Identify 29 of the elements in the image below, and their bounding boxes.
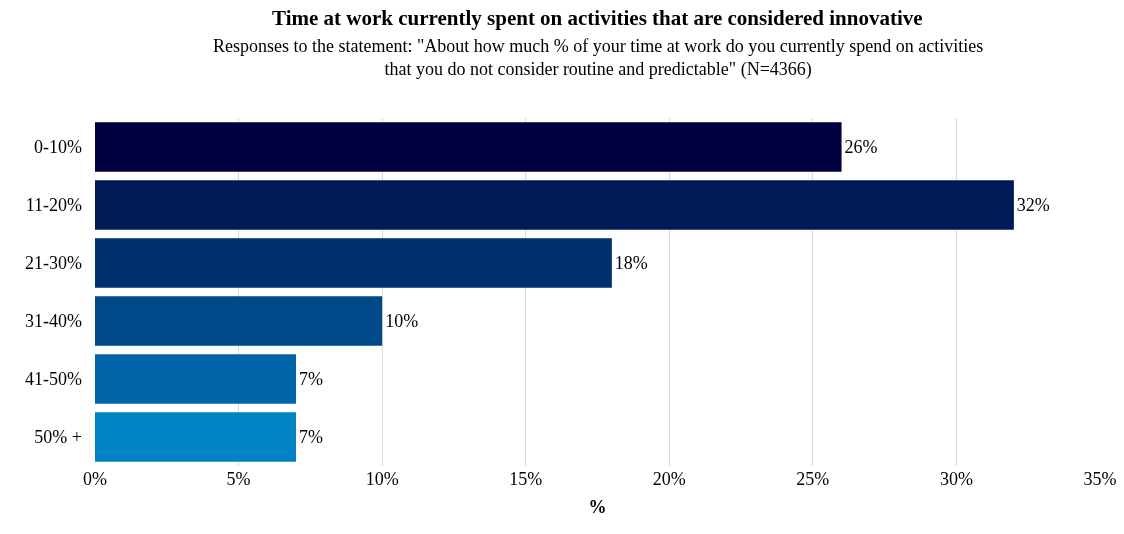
bar <box>95 238 612 288</box>
data-label: 18% <box>614 253 648 273</box>
data-label: 7% <box>299 427 323 447</box>
x-tick-label: 15% <box>509 469 543 489</box>
bar <box>95 122 842 172</box>
x-tick-label: 35% <box>1083 469 1117 489</box>
y-tick-label: 50% + <box>34 427 82 448</box>
bar <box>95 412 296 462</box>
y-tick-label: 21-30% <box>25 253 82 274</box>
x-tick-label: 10% <box>365 469 399 489</box>
y-tick-label: 11-20% <box>25 195 82 216</box>
y-tick-label: 41-50% <box>25 369 82 390</box>
data-label: 32% <box>1016 195 1050 215</box>
data-label: 7% <box>299 369 323 389</box>
bar <box>95 296 383 346</box>
x-tick-label: 20% <box>652 469 686 489</box>
chart-subtitle: Responses to the statement: "About how much % of your time at work do you currently spend on activities that you do not consider routine and predictable" (N=4366) <box>213 36 984 81</box>
x-tick-label: 30% <box>939 469 973 489</box>
bar <box>95 180 1014 230</box>
x-tick-label: 0% <box>83 469 107 489</box>
x-axis-title: % <box>588 497 607 518</box>
chart-title: Time at work currently spent on activities that are considered innovative <box>272 6 923 30</box>
data-label: 10% <box>385 311 419 331</box>
y-tick-label: 0-10% <box>34 137 82 158</box>
y-tick-label: 31-40% <box>25 311 82 332</box>
data-label: 26% <box>844 137 878 157</box>
x-tick-label: 5% <box>226 469 251 489</box>
bar <box>95 354 296 404</box>
x-tick-label: 25% <box>796 469 830 489</box>
